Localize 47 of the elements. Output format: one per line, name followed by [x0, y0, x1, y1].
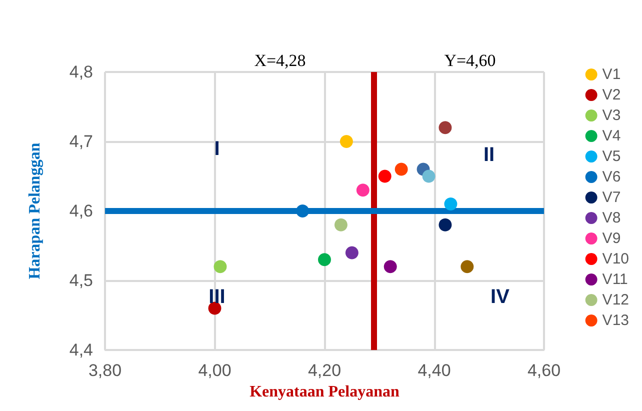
legend-label: V4 [602, 128, 621, 144]
point [345, 246, 358, 260]
point [340, 135, 353, 148]
annotation: II [483, 144, 495, 166]
x-tick-label: 4,00 [198, 361, 232, 380]
annotation: IV [490, 286, 510, 308]
legend-label: V2 [602, 86, 621, 104]
point [296, 204, 310, 218]
point [356, 184, 370, 197]
point [384, 260, 397, 274]
legend-label: V5 [602, 148, 621, 165]
legend-label: V10 [602, 250, 630, 268]
y-tick-label: 4,5 [69, 271, 93, 290]
legend-label: V6 [602, 168, 621, 186]
y-tick-label: 4,7 [69, 132, 93, 151]
legend-label: V9 [602, 230, 621, 247]
x-axis-title: Kenyataan Pelayanan [250, 383, 400, 400]
y-axis-title: Harapan Pelanggan [26, 142, 44, 280]
y-tick-label: 4,4 [69, 340, 93, 360]
point [334, 218, 348, 232]
legend-label: V11 [602, 271, 628, 288]
point [378, 170, 392, 183]
point [460, 260, 474, 274]
legend-label: V3 [602, 107, 621, 124]
x-tick-label: 4,40 [418, 361, 451, 380]
legend-label: V13 [602, 312, 630, 329]
point [422, 170, 436, 183]
x-tick-label: 4,60 [527, 361, 561, 380]
legend-label: V8 [602, 210, 621, 226]
annotation: I [214, 138, 220, 160]
point [394, 162, 408, 176]
point [318, 253, 331, 266]
text: Y=4,60 [444, 51, 496, 70]
text: X=4,28 [254, 51, 306, 70]
y-tick-label: 4,6 [69, 202, 93, 220]
legend-label: V1 [602, 66, 621, 83]
point [444, 198, 458, 211]
legend-label: V7 [602, 189, 621, 206]
x-tick-label: 4,20 [308, 361, 342, 380]
point [438, 218, 452, 232]
annotation: III [208, 286, 226, 308]
point [208, 302, 222, 315]
point [214, 260, 227, 274]
legend-label: V12 [602, 292, 630, 308]
y-tick-label: 4,8 [69, 62, 93, 82]
point [438, 121, 452, 134]
x-tick-label: 3,80 [88, 361, 122, 380]
